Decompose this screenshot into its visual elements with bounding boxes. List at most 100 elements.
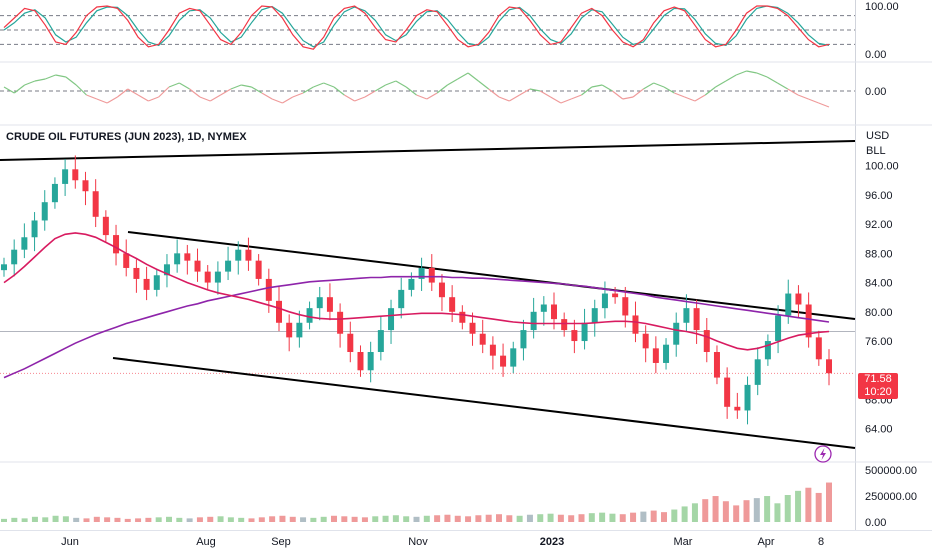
volume-bar-60 — [619, 514, 626, 522]
x-tick-0: Jun — [61, 536, 79, 548]
volume-bar-55 — [568, 515, 575, 522]
osc-segment-43 — [447, 78, 459, 86]
candle-body-41 — [418, 267, 425, 279]
last-price-tag: 71.58 10:20 — [858, 373, 898, 399]
osc-segment-64 — [663, 86, 675, 94]
candle-body-24 — [245, 249, 252, 261]
candle-body-67 — [683, 308, 690, 323]
volume-bar-56 — [578, 514, 585, 522]
osc-segment-69 — [715, 80, 727, 88]
volume-bar-4 — [42, 517, 49, 522]
candle-body-16 — [163, 264, 170, 276]
volume-bar-67 — [691, 503, 698, 522]
volume-bar-48 — [496, 514, 502, 522]
osc-segment-25 — [261, 92, 273, 100]
x-tick-6: Apr — [757, 536, 774, 548]
price-y-tick-2: 92.00 — [865, 219, 893, 231]
osc-segment-28 — [292, 92, 304, 98]
volume-bar-5 — [52, 515, 59, 522]
volume-bar-30 — [310, 517, 317, 522]
osc-segment-10 — [106, 96, 118, 104]
volume-bar-51 — [526, 514, 533, 522]
price-y-tick-3: 88.00 — [865, 248, 893, 260]
candle-body-11 — [113, 235, 120, 254]
price-y-tick-8: 64.00 — [865, 424, 893, 436]
channel-top-trendline — [127, 231, 856, 320]
osc-segment-21 — [220, 88, 232, 96]
volume-bar-75 — [774, 503, 781, 522]
candle-body-30 — [306, 308, 313, 323]
ma200-line — [3, 275, 830, 379]
volume-bar-35 — [361, 517, 368, 522]
osc-segment-13 — [137, 94, 149, 102]
candle-body-15 — [153, 275, 160, 290]
osc-segment-75 — [777, 82, 789, 90]
volume-bar-70 — [722, 501, 729, 522]
candle-body-70 — [713, 352, 720, 378]
osc-segment-45 — [467, 72, 479, 82]
candle-body-60 — [612, 293, 619, 298]
osc-segment-18 — [189, 88, 201, 98]
osc-segment-31 — [323, 82, 335, 88]
volume-bar-25 — [258, 517, 265, 522]
candle-body-47 — [479, 333, 486, 345]
osc-segment-67 — [694, 94, 706, 102]
candle-body-79 — [805, 304, 812, 338]
candle-body-21 — [214, 271, 221, 283]
osc-segment-19 — [199, 96, 211, 102]
candle-body-3 — [31, 220, 38, 238]
volume-bar-52 — [537, 514, 544, 522]
channel-bottom-trendline — [112, 357, 856, 449]
volume-bar-17 — [176, 517, 183, 522]
osc-segment-53 — [550, 96, 562, 104]
osc-segment-73 — [756, 72, 768, 78]
volume-bar-63 — [650, 510, 657, 522]
candle-body-25 — [255, 260, 262, 279]
volume-bar-10 — [104, 517, 111, 522]
price-y-tick-6: 76.00 — [865, 336, 893, 348]
candle-body-4 — [41, 202, 48, 221]
candle-body-75 — [764, 341, 771, 360]
candle-body-51 — [520, 330, 527, 349]
stoch-y-tick-1: 0.00 — [865, 49, 886, 61]
volume-bar-41 — [423, 515, 430, 522]
osc-segment-76 — [787, 88, 799, 96]
volume-bar-12 — [124, 518, 131, 522]
candle-body-6 — [62, 169, 69, 184]
osc-segment-33 — [344, 94, 355, 102]
volume-bar-14 — [145, 517, 152, 522]
volume-bar-43 — [444, 514, 451, 522]
osc-segment-17 — [179, 82, 190, 90]
volume-bar-18 — [186, 518, 193, 522]
candle-body-28 — [286, 322, 293, 338]
volume-bar-42 — [434, 515, 441, 522]
osc-segment-48 — [498, 96, 510, 102]
osc-segment-59 — [612, 90, 624, 100]
osc-segment-57 — [591, 84, 603, 88]
volume-bar-53 — [547, 513, 554, 522]
volume-bar-57 — [588, 513, 595, 522]
osc-segment-6 — [65, 76, 77, 86]
osc-segment-11 — [117, 88, 129, 98]
candle-body-73 — [744, 384, 751, 411]
osc-segment-71 — [735, 70, 747, 76]
volume-bar-1 — [11, 517, 18, 522]
osc-segment-56 — [581, 86, 593, 96]
volume-bar-16 — [166, 516, 172, 522]
volume-bar-69 — [712, 496, 719, 522]
candle-body-19 — [194, 260, 201, 272]
candle-body-49 — [500, 355, 507, 367]
osc-segment-29 — [302, 86, 314, 94]
price-y-tick-1: 96.00 — [865, 190, 893, 202]
osc-segment-46 — [478, 80, 490, 90]
last-price-value: 71.58 — [864, 373, 892, 385]
osc-segment-72 — [746, 70, 757, 74]
candle-body-56 — [571, 330, 578, 342]
candle-body-14 — [143, 278, 150, 290]
volume-bar-36 — [372, 516, 379, 522]
volume-bar-11 — [114, 517, 121, 522]
osc-segment-61 — [632, 88, 644, 98]
price-y-tick-5: 80.00 — [865, 307, 893, 319]
osc-segment-24 — [251, 86, 263, 94]
